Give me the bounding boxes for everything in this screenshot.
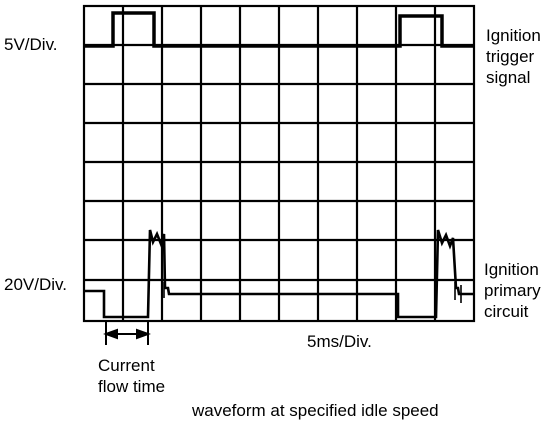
ignition-primary-label: Ignition primary circuit — [484, 259, 558, 322]
flow-marker-right-arrowhead — [136, 328, 151, 340]
figure-caption: waveform at specified idle speed — [192, 401, 439, 420]
primary-scale-label: 20V/Div. — [4, 275, 67, 294]
flow-marker-left-arrowhead — [103, 328, 118, 340]
ignition-primary-label-line: Ignition — [484, 260, 539, 279]
ignition-trigger-label-line: signal — [486, 68, 531, 87]
ignition-primary-label-line: circuit — [484, 302, 529, 321]
ignition-trigger-label-line: Ignition — [486, 26, 541, 45]
ignition-trigger-label-line: trigger — [486, 47, 535, 66]
scope-grid — [82, 4, 476, 323]
double-arrow-icon — [103, 320, 151, 345]
trigger-scale-label: 5V/Div. — [4, 35, 58, 54]
ignition-primary-label-line: primary — [484, 281, 541, 300]
time-scale-label: 5ms/Div. — [307, 332, 372, 351]
primary-circuit-trace — [84, 229, 474, 319]
trigger-signal-trace — [84, 11, 474, 48]
ignition-trigger-label: Ignition trigger signal — [486, 25, 558, 88]
current-flow-label: Current flow time — [98, 355, 165, 397]
current-flow-label-line: Current — [98, 356, 155, 375]
current-flow-label-line: flow time — [98, 377, 166, 396]
